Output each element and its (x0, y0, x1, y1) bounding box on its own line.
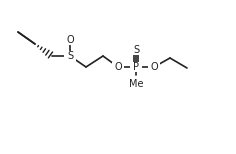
Text: Me: Me (129, 79, 143, 89)
Bar (64, 51, 76, 61)
Text: O: O (66, 35, 74, 45)
Text: O: O (114, 62, 122, 72)
Bar (130, 62, 142, 72)
Text: P: P (133, 62, 139, 72)
Bar (112, 62, 124, 72)
Text: S: S (67, 51, 73, 61)
Text: S: S (133, 45, 139, 55)
Bar (127, 79, 145, 89)
Bar (64, 35, 76, 45)
Text: O: O (150, 62, 158, 72)
Bar (148, 62, 160, 72)
Bar (130, 45, 142, 55)
